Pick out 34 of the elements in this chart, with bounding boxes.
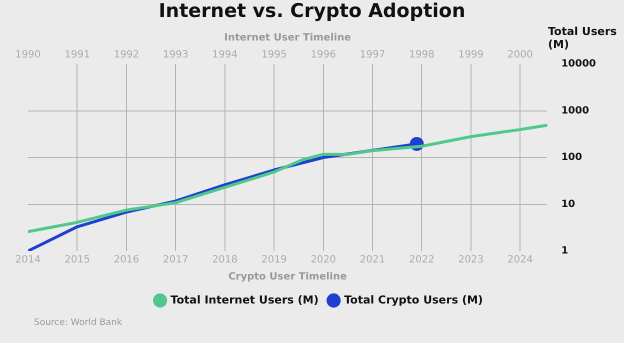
legend-label: Total Crypto Users (M) bbox=[344, 293, 483, 306]
x-tick-label: 2022 bbox=[408, 254, 434, 266]
x-tick-label: 2015 bbox=[64, 254, 90, 266]
x-tick-label: 2020 bbox=[310, 254, 336, 266]
x2-tick-label: 1991 bbox=[64, 50, 90, 61]
y-tick-label: 100 bbox=[561, 152, 582, 164]
source-note: Source: World Bank bbox=[34, 318, 122, 328]
x2-tick-label: 1993 bbox=[162, 50, 188, 61]
x-tick-label: 2017 bbox=[162, 254, 188, 266]
x-tick-label: 2024 bbox=[507, 254, 533, 266]
x2-tick-label: 1992 bbox=[114, 50, 140, 61]
legend-label: Total Internet Users (M) bbox=[170, 293, 319, 306]
x2-tick-label: 1996 bbox=[310, 50, 336, 61]
x-tick-label: 2016 bbox=[114, 254, 140, 266]
x-tick-label: 2014 bbox=[15, 254, 41, 266]
x2-tick-label: 1999 bbox=[458, 50, 484, 61]
x2-axis-title: Internet User Timeline bbox=[224, 32, 352, 44]
x2-tick-label: 1998 bbox=[408, 50, 434, 61]
x-axis-title: Crypto User Timeline bbox=[228, 272, 348, 283]
x2-tick-label: 1990 bbox=[15, 50, 41, 61]
x-tick-label: 2018 bbox=[212, 254, 238, 266]
x-tick-label: 2021 bbox=[360, 254, 386, 266]
y-tick-label: 10000 bbox=[561, 58, 596, 70]
x-tick-label: 2019 bbox=[261, 254, 287, 266]
x2-tick-label: 1994 bbox=[212, 50, 238, 61]
y-tick-label: 1000 bbox=[561, 105, 590, 116]
x2-tick-label: 1995 bbox=[261, 50, 287, 61]
x2-tick-label: 1997 bbox=[360, 50, 386, 61]
y-tick-label: 10 bbox=[561, 198, 576, 210]
y-tick-label: 1 bbox=[561, 246, 568, 257]
x-tick-label: 2023 bbox=[458, 254, 484, 266]
x2-tick-label: 2000 bbox=[507, 50, 533, 61]
chart-title: Internet vs. Crypto Adoption bbox=[158, 0, 466, 22]
y-axis-title: Total Users (M) bbox=[548, 25, 618, 51]
